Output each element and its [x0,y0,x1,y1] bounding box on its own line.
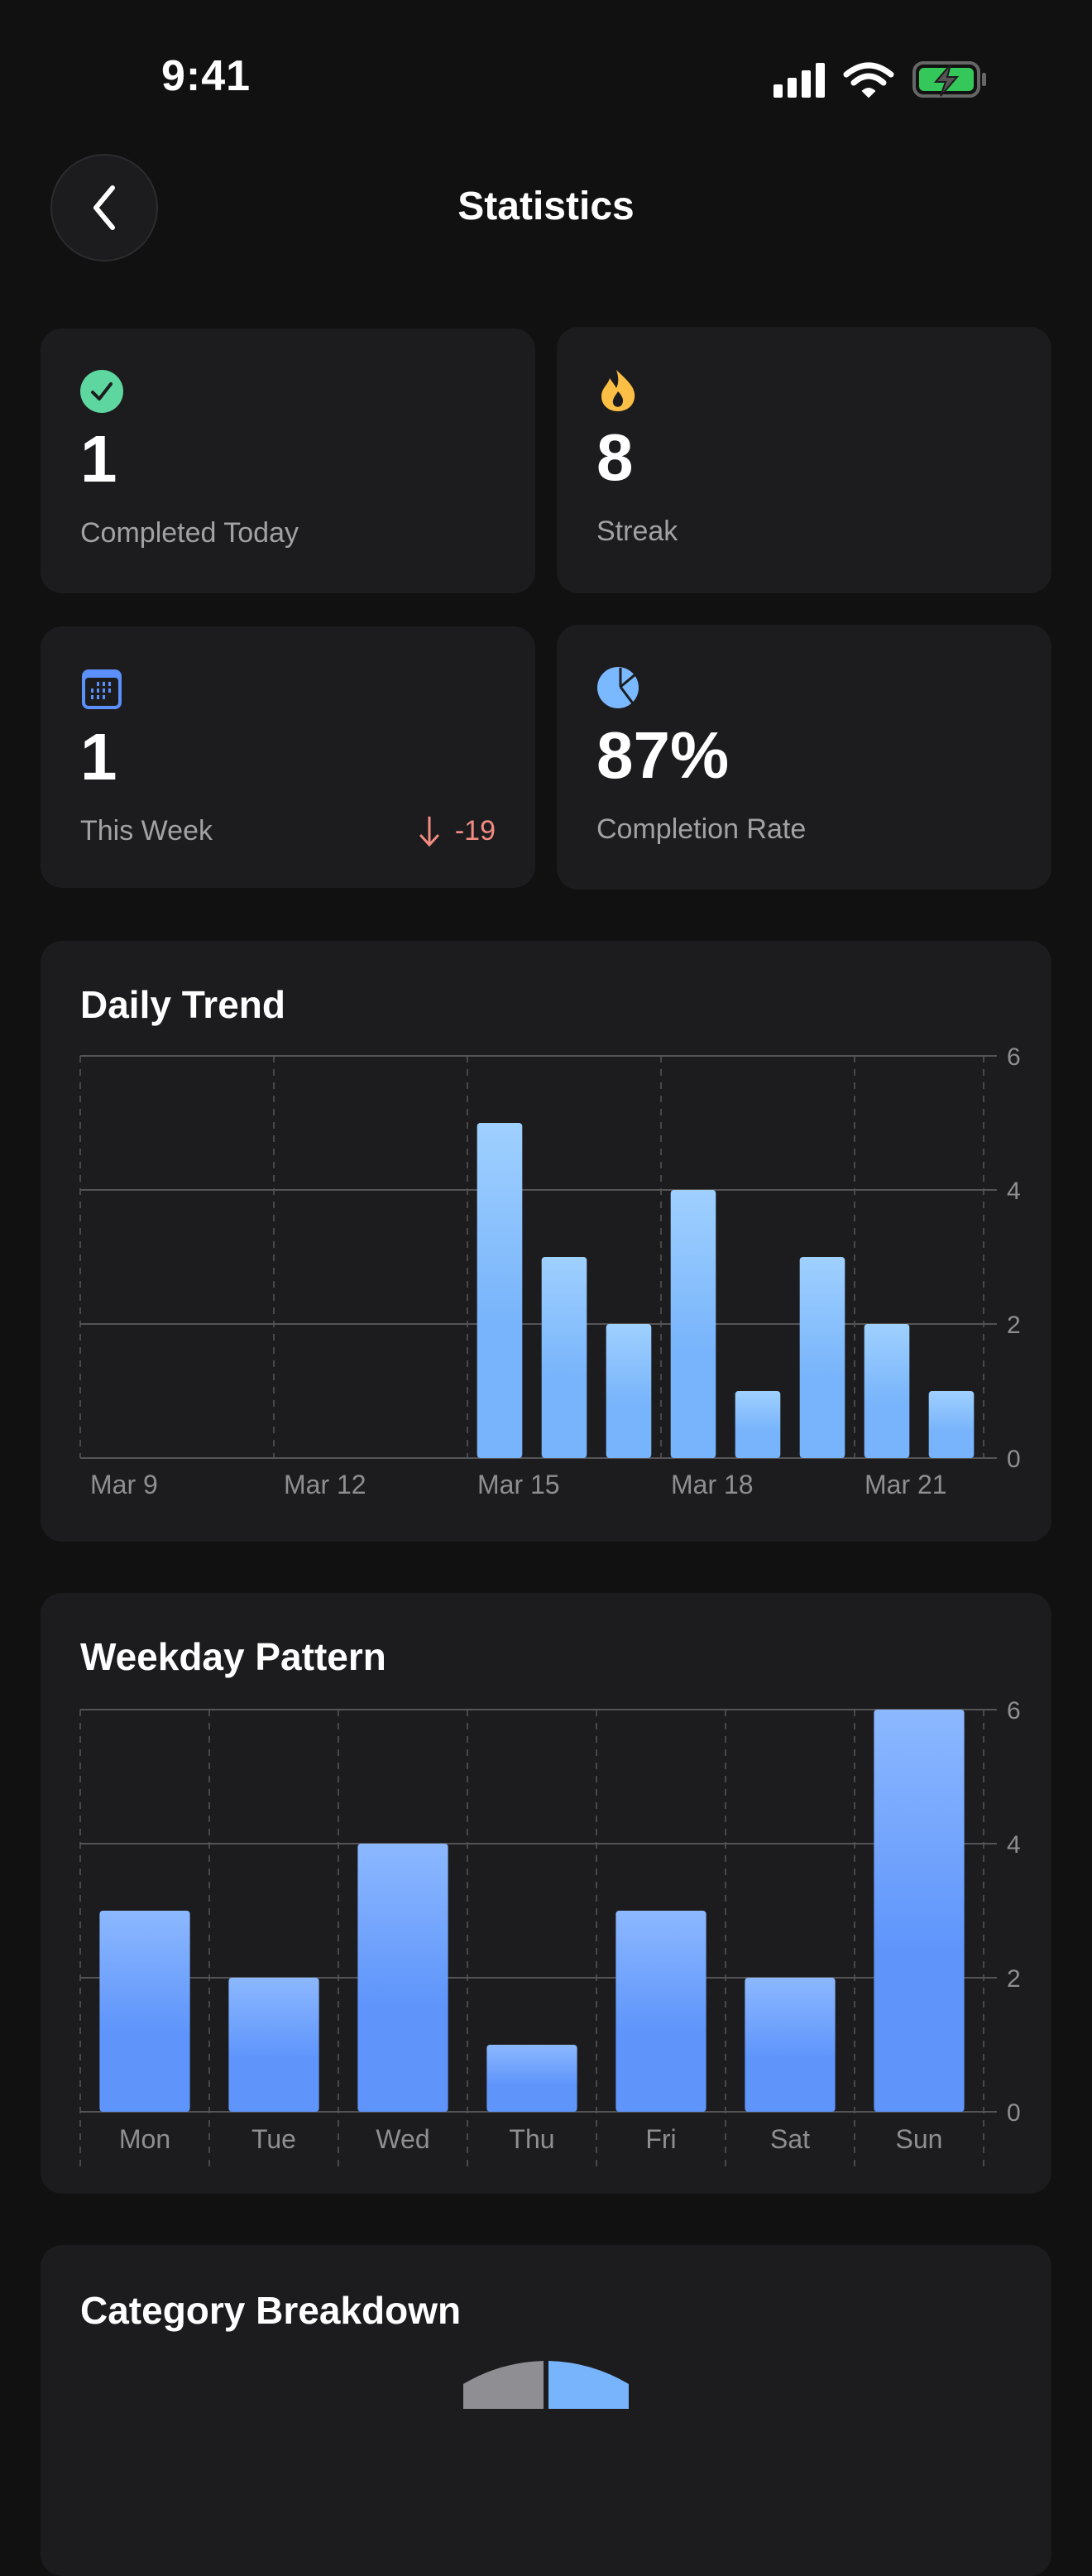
status-icons [774,61,986,98]
category-breakdown-title: Category Breakdown [80,2289,462,2332]
x-tick-label: Mon [119,2124,170,2154]
bar-mar-17 [606,1324,652,1458]
x-tick-label: Mar 18 [671,1470,754,1499]
stat-label: Completion Rate [596,813,807,845]
y-tick-label: 0 [1007,1446,1021,1473]
page-title: Statistics [457,185,635,228]
stat-value: 8 [596,420,634,494]
y-tick-label: 2 [1007,1965,1021,1993]
weekday-pattern-title: Weekday Pattern [80,1635,386,1678]
x-tick-label: Wed [376,2124,429,2154]
status-time: 9:41 [161,52,251,100]
x-tick-label: Mar 12 [284,1470,366,1499]
bar-mar-22 [928,1391,975,1458]
bar-mar-19 [735,1391,781,1458]
y-tick-label: 6 [1007,1697,1021,1725]
stat-label: Streak [596,516,678,547]
week-delta: -19 [419,815,496,847]
stat-value: 1 [80,422,117,496]
stat-card-this-week: 1 This Week -19 [41,626,535,888]
x-tick-label: Sun [896,2124,943,2154]
delta-value: -19 [454,815,496,847]
pie-chart-icon [597,667,639,708]
bar-thu [486,2045,577,2112]
checkmark-circle-icon [80,370,123,413]
bar-mar-15 [477,1123,523,1458]
stat-card-streak: 8 Streak [557,327,1051,593]
bar-mar-21 [864,1324,910,1458]
daily-trend-title: Daily Trend [80,983,285,1026]
y-tick-label: 6 [1007,1043,1021,1071]
pie-slice [463,2361,544,2409]
y-tick-label: 0 [1007,2099,1021,2127]
y-tick-label: 4 [1007,1831,1021,1859]
back-button[interactable] [50,154,158,261]
wifi-icon [843,62,894,98]
chevron-left-icon [93,185,115,230]
bar-mon [99,1911,190,2112]
bar-sat [745,1978,836,2112]
x-tick-label: Thu [509,2124,554,2154]
stat-value: 1 [80,720,117,794]
calendar-icon [82,669,122,709]
y-tick-label: 2 [1007,1312,1021,1339]
stat-label: This Week [80,815,213,847]
category-breakdown-card: Category Breakdown [41,2245,1051,2576]
x-tick-label: Fri [645,2124,676,2154]
daily-trend-card: Daily Trend 0 2 4 6 Mar 9 Mar 12 Mar 15 Mar 18 M… [41,941,1051,1542]
bar-tue [228,1978,319,2112]
flame-icon [601,370,635,411]
battery-charging-icon [912,61,986,98]
arrow-down-icon [419,816,439,847]
x-tick-label: Mar 21 [864,1470,947,1499]
cellular-signal-icon [774,63,825,98]
bar-wed [357,1844,448,2112]
x-tick-label: Sat [770,2124,810,2154]
stat-card-completed-today: 1 Completed Today [41,329,535,593]
category-pie-chart [463,2361,629,2409]
x-tick-label: Mar 9 [90,1470,158,1499]
x-tick-label: Tue [251,2124,296,2154]
y-tick-label: 4 [1007,1178,1021,1205]
weekday-pattern-chart: 0 2 4 6 Mon Tue Wed Thu Fri Sat Sun [79,1697,1021,2172]
x-tick-label: Mar 15 [477,1470,560,1499]
bar-sun [874,1710,965,2112]
stat-card-completion-rate: 87% Completion Rate [557,625,1051,890]
weekday-pattern-card: Weekday Pattern 0 2 4 6 Mon Tue Wed Thu Fri Sat Su… [41,1593,1051,2194]
pie-slice [548,2361,629,2409]
daily-trend-chart: 0 2 4 6 Mar 9 Mar 12 Mar 15 Mar 18 Mar 21 [79,1043,1021,1499]
bar-mar-18 [670,1190,716,1458]
bar-fri [615,1911,706,2112]
bar-mar-16 [541,1257,587,1458]
stat-label: Completed Today [80,517,299,549]
bar-mar-20 [799,1257,845,1458]
stat-value: 87% [596,718,730,792]
